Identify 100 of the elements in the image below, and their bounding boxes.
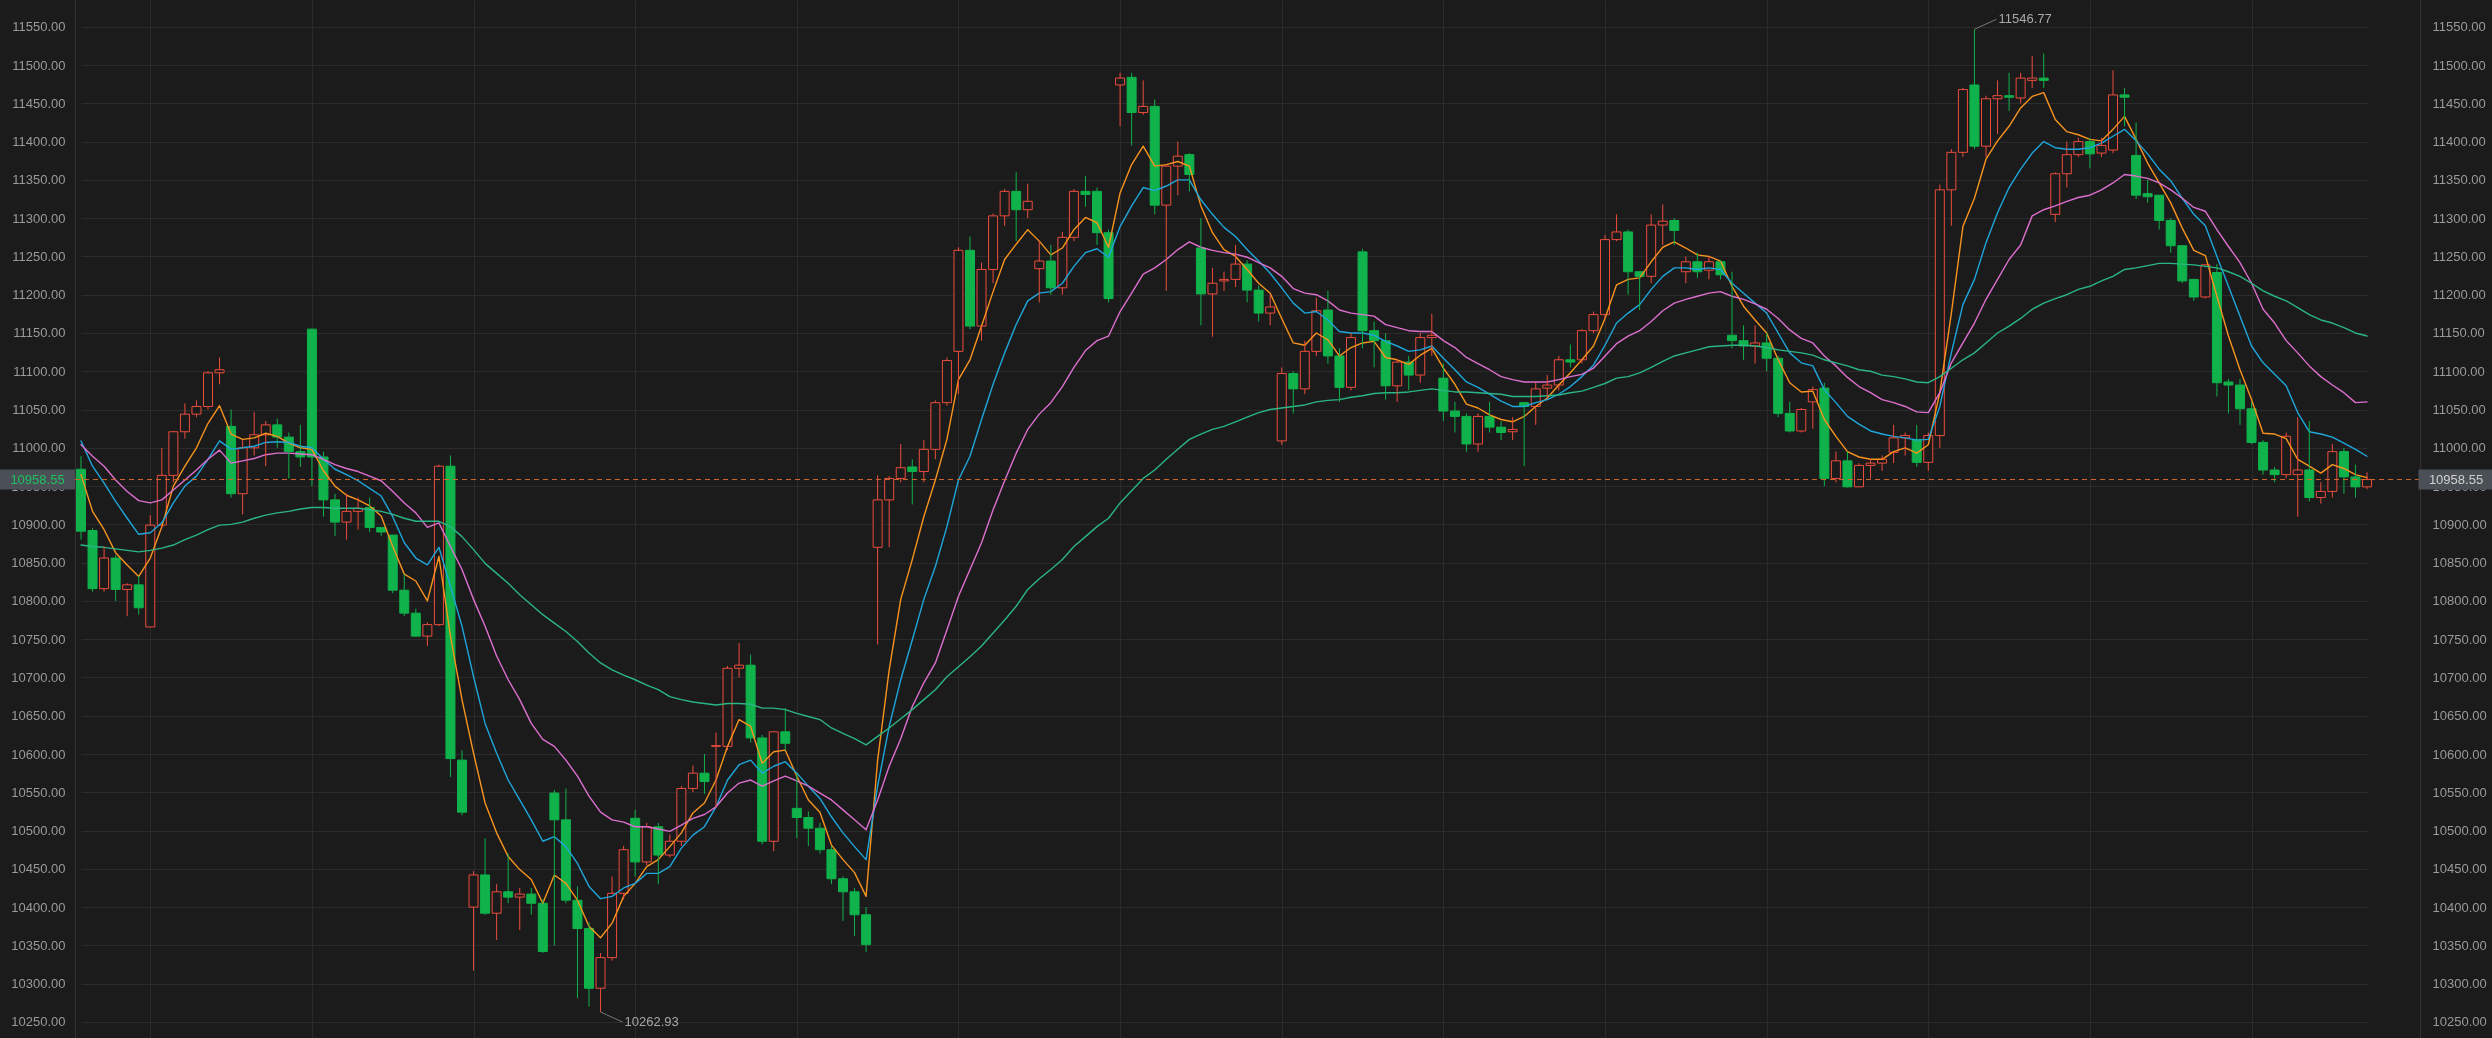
candlestick [1392, 358, 1403, 403]
candlestick [2038, 53, 2049, 89]
candlestick [1842, 451, 1853, 488]
candlestick [895, 443, 906, 483]
candlestick [133, 575, 144, 616]
candlestick [1288, 370, 1299, 414]
y-tick-label: 10500.00 [11, 823, 66, 839]
y-tick-label: 11250.00 [12, 248, 66, 264]
y2-tick-label: 10450.00 [2432, 861, 2487, 877]
y-tick-label: 10350.00 [11, 937, 66, 953]
candlestick [468, 870, 479, 972]
y2-tick-label: 10700.00 [2432, 669, 2487, 685]
candlestick [618, 845, 629, 900]
y2-tick-label: 10250.00 [2432, 1014, 2487, 1030]
y2-tick-label: 11150.00 [2432, 325, 2485, 341]
candlestick [1473, 412, 1483, 453]
candlestick [1646, 213, 1657, 284]
y2-tick-label: 10900.00 [2432, 516, 2487, 532]
candlestick [653, 822, 664, 885]
candlestick [1669, 217, 1680, 246]
y2-tick-label: 10350.00 [2432, 937, 2487, 953]
candlestick [1507, 416, 1518, 441]
y2-tick-label: 10400.00 [2432, 899, 2487, 915]
candlestick [1346, 332, 1356, 391]
candlestick [1068, 188, 1079, 242]
candlestick [445, 454, 456, 778]
y-tick-label: 11400.00 [12, 134, 66, 150]
candlestick [99, 546, 110, 593]
candlestick [480, 837, 491, 916]
y2-tick-label: 11300.00 [2432, 210, 2486, 226]
candlestick [1034, 240, 1045, 303]
y-tick-label: 11300.00 [12, 210, 66, 226]
candlestick [1138, 79, 1149, 116]
y-tick-label: 11100.00 [13, 363, 66, 379]
candlestick [1207, 267, 1218, 338]
y-tick-label: 10550.00 [11, 784, 66, 800]
y2-tick-label: 11050.00 [2432, 402, 2486, 418]
candlestick [1784, 401, 1795, 433]
candlestick [537, 898, 548, 954]
y2-tick-label: 11450.00 [2432, 95, 2486, 111]
candlestick [1553, 355, 1564, 391]
y-tick-label: 11200.00 [12, 287, 66, 303]
candlestick [699, 753, 710, 795]
candlestick [1011, 171, 1022, 242]
candlestick [2050, 171, 2061, 223]
candlestick [768, 731, 779, 852]
y-tick-label: 11550.00 [12, 19, 66, 35]
candlestick [953, 246, 964, 395]
candlestick [272, 418, 283, 449]
candlestick [2200, 264, 2211, 300]
y-tick-label: 11050.00 [12, 402, 66, 418]
y2-tick-label: 10550.00 [2432, 784, 2487, 800]
candlestick [630, 809, 641, 877]
y-tick-label: 10900.00 [11, 516, 66, 532]
y2-tick-label: 11250.00 [2432, 248, 2486, 264]
candlestick [1195, 217, 1206, 326]
y-tick-label: 10800.00 [11, 593, 66, 609]
candlestick [2119, 87, 2130, 127]
candlestick [965, 236, 975, 330]
y-tick-label: 10700.00 [11, 669, 66, 685]
y2-tick-label: 11000.00 [2432, 440, 2486, 456]
candlestick [1276, 366, 1287, 446]
y2-tick-label: 10600.00 [2432, 746, 2487, 762]
y2-tick-label: 11100.00 [2432, 363, 2485, 379]
y2-tick-label: 11500.00 [2432, 57, 2486, 73]
candlestick [2292, 416, 2303, 518]
candlestick [526, 887, 537, 916]
candlestick [907, 458, 918, 505]
candlestick [237, 439, 248, 515]
candlestick [2188, 278, 2199, 302]
y2-tick-label: 10650.00 [2432, 708, 2487, 724]
y-tick-label: 10300.00 [11, 976, 66, 992]
candlestick [1265, 294, 1276, 326]
annotation: 11546.77 [1998, 11, 2052, 27]
y-tick-label: 11450.00 [12, 95, 66, 111]
candlestick [641, 822, 652, 866]
candlestick [457, 749, 467, 816]
candlestick [1969, 28, 1980, 150]
candlestick [1022, 183, 1033, 219]
candlestick [1796, 407, 1807, 433]
candlestick [1830, 451, 1841, 483]
candlestick [1415, 332, 1426, 384]
candlestick [491, 883, 502, 941]
y2-tick-label: 10800.00 [2432, 593, 2487, 609]
y2-tick-label: 11200.00 [2432, 287, 2486, 303]
line-series [80, 262, 2368, 746]
candlestick [110, 554, 121, 602]
candlestick [1057, 231, 1068, 296]
candlestick [145, 514, 156, 628]
y-tick-label: 11150.00 [13, 325, 66, 341]
y2-tick-label: 10850.00 [2432, 555, 2487, 571]
y2-tick-label: 11400.00 [2432, 134, 2486, 150]
y-tick-label: 11500.00 [12, 57, 66, 73]
y2-tick-label: 10500.00 [2432, 823, 2487, 839]
y2-tick-label: 11350.00 [2432, 172, 2486, 188]
text: 10958.55 [10, 471, 65, 487]
y2-tick-label: 10750.00 [2432, 631, 2487, 647]
y-tick-label: 10850.00 [11, 555, 66, 571]
y2-tick-label: 11550.00 [2432, 19, 2486, 35]
candlestick [2004, 72, 2015, 112]
